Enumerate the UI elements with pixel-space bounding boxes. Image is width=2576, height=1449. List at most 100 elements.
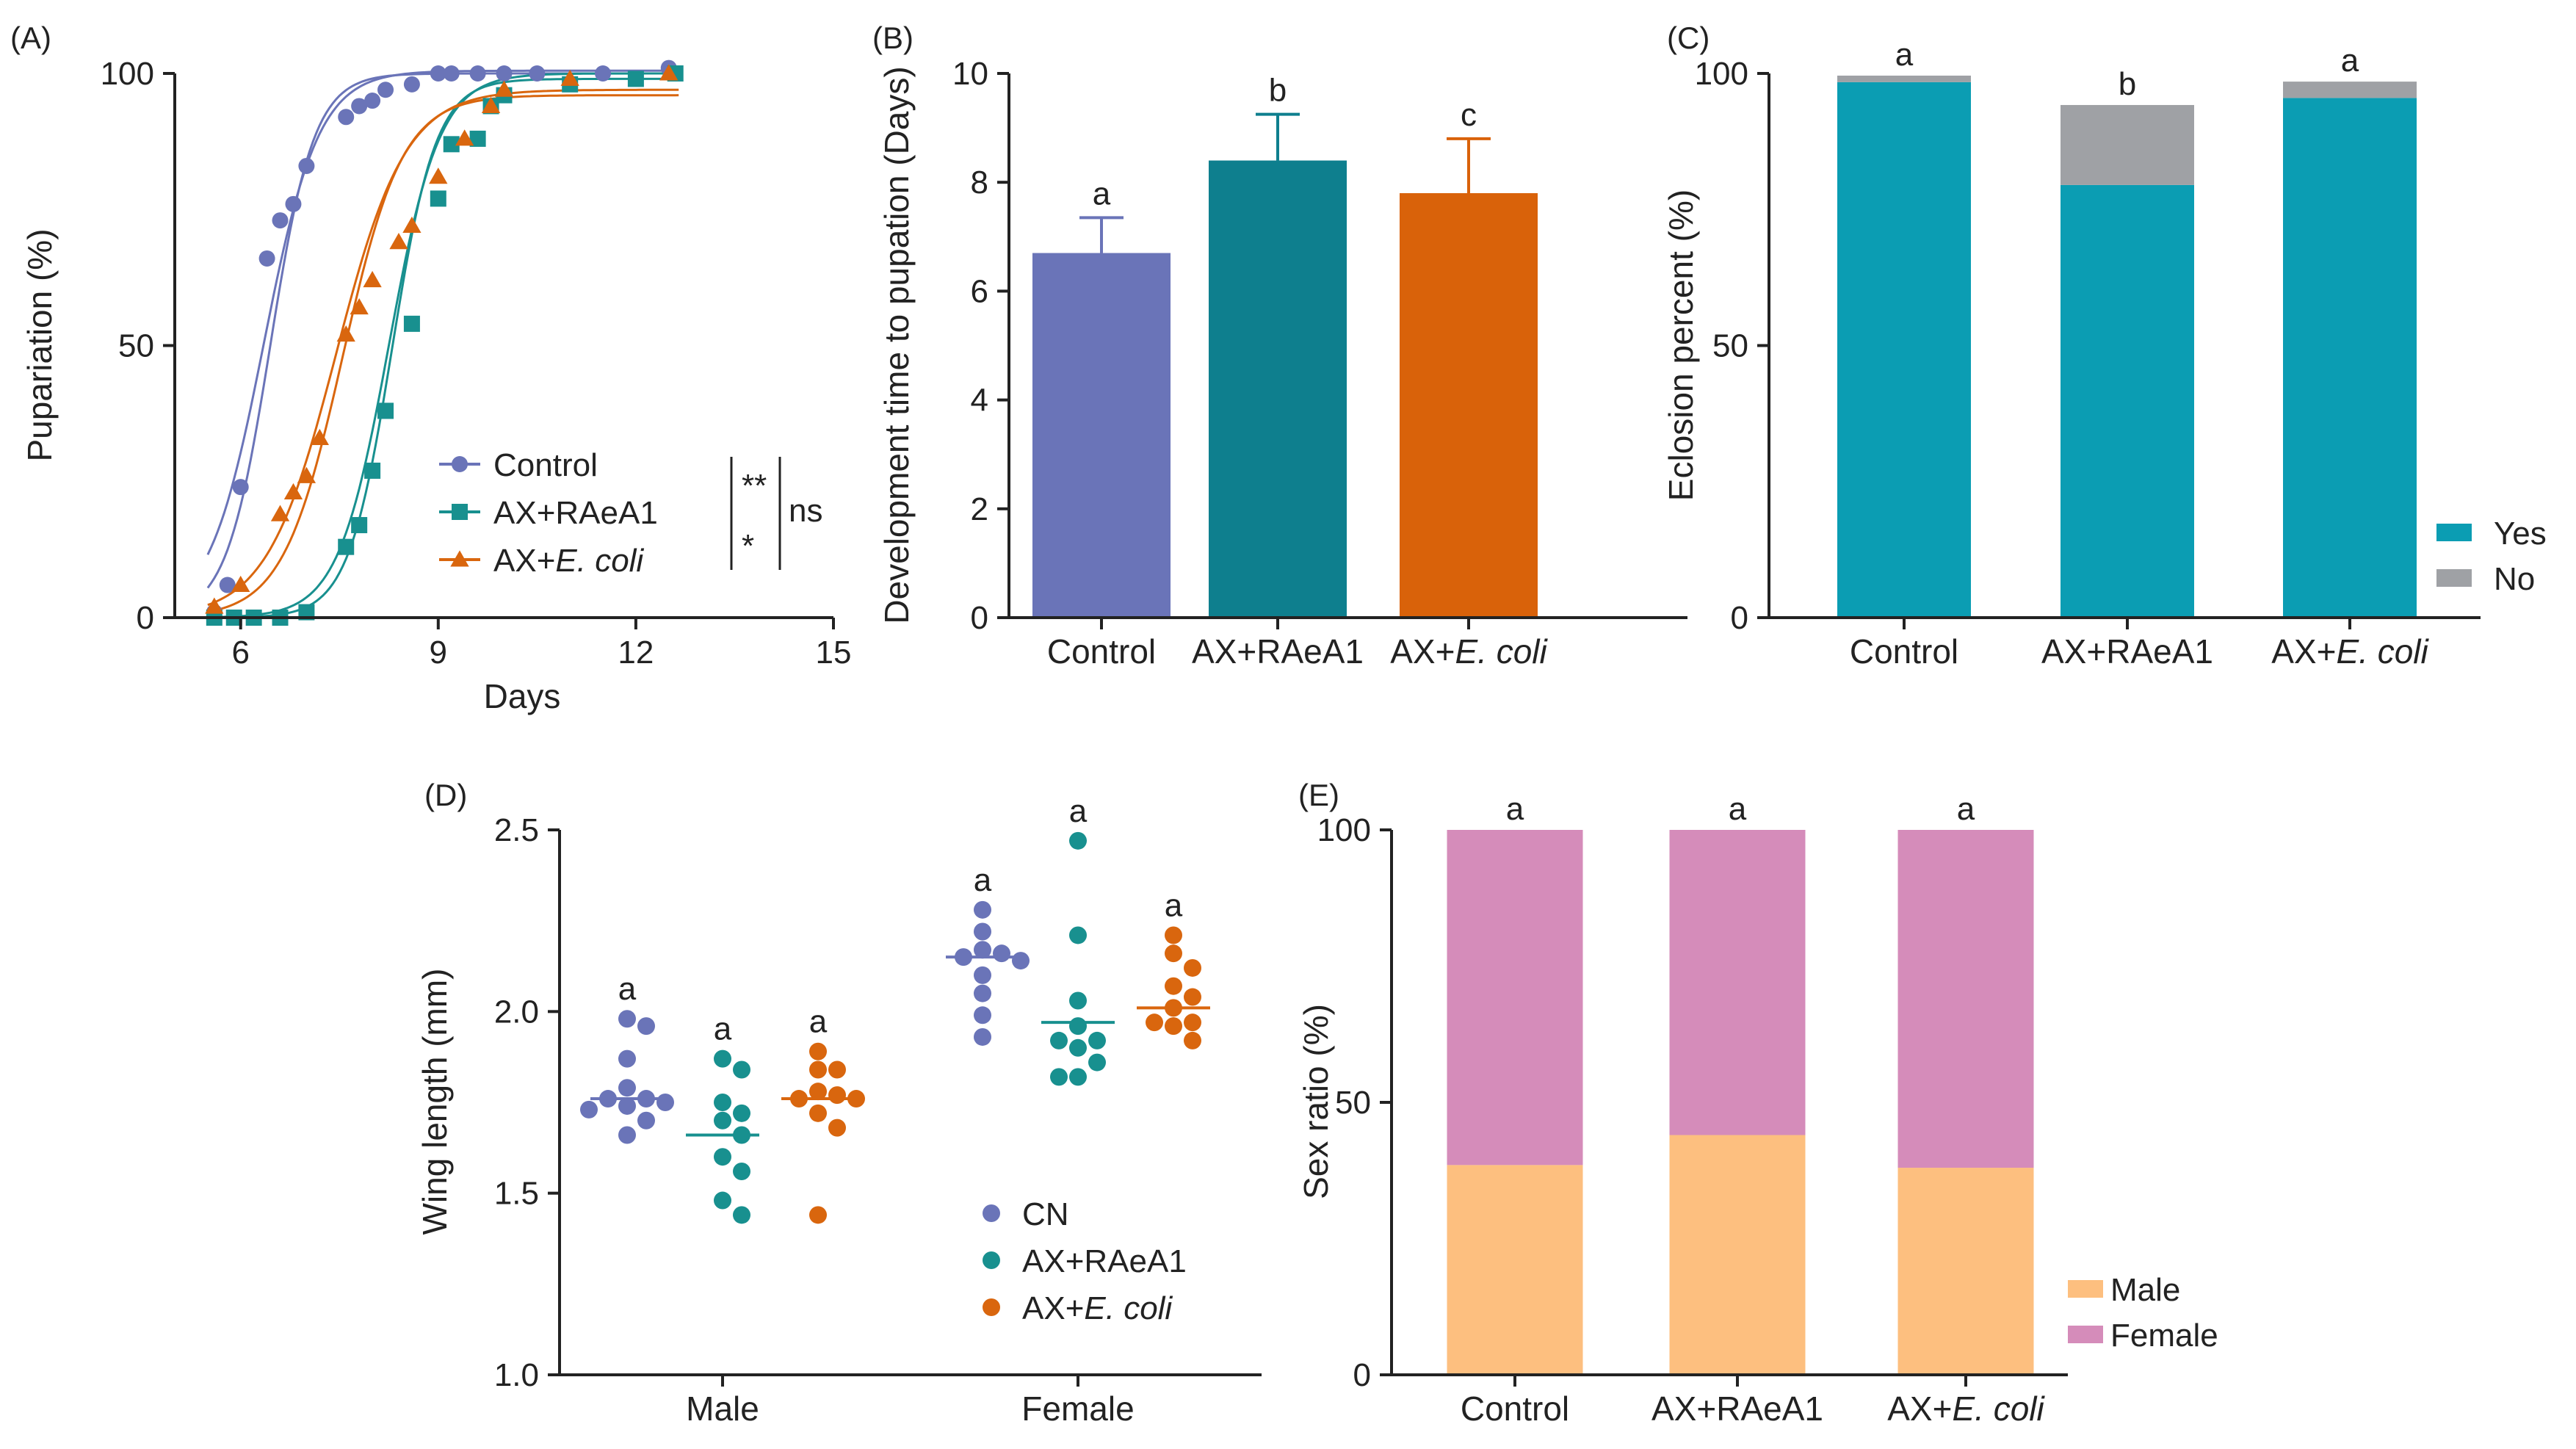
data-point-ax-e-coli-male xyxy=(809,1060,827,1079)
legend-label-control: Control xyxy=(493,447,598,483)
data-point-control xyxy=(364,93,381,109)
category-label-ax-e-coli: AX+E. coli xyxy=(1390,632,1548,671)
significance-letter-ax-raea1: b xyxy=(2119,66,2136,102)
category-label-ax-e-coli: AX+E. coli xyxy=(2271,632,2429,671)
legend-label-ax-raea1: AX+RAeA1 xyxy=(493,495,658,531)
bar-segment-no-ax-raea1 xyxy=(2061,104,2194,185)
data-point-control xyxy=(529,65,546,82)
data-point-control xyxy=(338,109,355,126)
panel-a-x-tick-label: 15 xyxy=(816,635,852,671)
data-point-cn-male xyxy=(618,1010,636,1028)
data-point-control xyxy=(496,65,513,82)
data-point-cn-male xyxy=(618,1049,636,1068)
category-label-ax-raea1: AX+RAeA1 xyxy=(1651,1390,1823,1428)
panel-a-y-tick-label: 50 xyxy=(118,328,154,364)
panel-c-y-tick-label: 0 xyxy=(1731,600,1748,636)
panel-a-ticks: 6 9 12 15 0 50 100 xyxy=(101,56,852,671)
data-point-ax-e-coli xyxy=(402,216,422,233)
panel-e-legend: Male Female xyxy=(2068,1272,2218,1354)
data-point-ax-e-coli-male xyxy=(809,1083,827,1101)
legend-swatch-no xyxy=(2436,569,2472,587)
data-point-ax-e-coli-female xyxy=(1165,926,1182,944)
panel-b-ticks: 0 2 4 6 8 10 Control AX+RAeA1 AX+E. coli xyxy=(952,56,1548,671)
panel-c-ticks: 0 50 100 Control AX+RAeA1 AX+E. coli xyxy=(1695,56,2430,671)
legend-label-ax-raea1: AX+RAeA1 xyxy=(1022,1243,1187,1279)
significance-letter-ax-e-coli-male: a xyxy=(809,1004,828,1040)
data-point-control xyxy=(219,577,236,593)
panel-label-e: (E) xyxy=(1298,778,1339,812)
data-point-ax-raea1-female xyxy=(1050,1068,1068,1086)
legend-label-ax-e-coli: AX+E. coli xyxy=(493,543,644,579)
legend-label-yes: Yes xyxy=(2494,516,2547,552)
data-point-control xyxy=(469,65,486,82)
data-point-ax-e-coli xyxy=(270,505,290,521)
significance-letter-control: a xyxy=(1506,791,1524,827)
data-point-ax-e-coli xyxy=(389,233,408,250)
data-point-ax-raea1-female xyxy=(1069,926,1087,944)
panel-label-c: (C) xyxy=(1667,21,1710,55)
data-point-ax-raea1-female xyxy=(1069,1017,1087,1036)
data-point-ax-e-coli-female xyxy=(1165,1017,1182,1036)
legend-swatch-male xyxy=(2068,1280,2103,1298)
data-point-ax-raea1-male xyxy=(714,1148,731,1166)
data-point-ax-raea1-male xyxy=(714,1094,731,1111)
data-point-cn-female xyxy=(974,1027,991,1046)
data-point-control xyxy=(377,82,394,98)
panel-d-y-tick-label: 2.0 xyxy=(494,994,539,1030)
significance-letter-ax-e-coli-female: a xyxy=(1165,887,1183,923)
data-point-ax-e-coli-male xyxy=(809,1206,827,1224)
panel-e-y-tick-label: 50 xyxy=(1335,1085,1371,1121)
data-point-ax-e-coli xyxy=(659,64,679,81)
panel-e-y-label: Sex ratio (%) xyxy=(1297,1004,1335,1199)
data-point-ax-e-coli xyxy=(283,483,303,500)
bar-segment-no-control xyxy=(1837,75,1971,82)
panel-label-a: (A) xyxy=(10,21,51,55)
data-point-ax-e-coli xyxy=(205,597,224,614)
panel-c-y-label: Eclosion percent (%) xyxy=(1662,189,1700,501)
bar-ax-e-coli xyxy=(1400,193,1538,618)
data-point-ax-e-coli-female xyxy=(1184,988,1201,1006)
data-point-control xyxy=(298,157,315,174)
data-point-ax-raea1 xyxy=(443,136,460,153)
data-point-ax-e-coli xyxy=(429,167,448,184)
data-point-ax-e-coli xyxy=(231,575,250,593)
panel-d-wing-length-chart: (D) a a a a a a 1.0 1.5 2.0 2.5 Male Female Wing l… xyxy=(416,778,1262,1428)
data-point-ax-raea1-male xyxy=(733,1162,750,1180)
panel-d-y-tick-label: 1.0 xyxy=(494,1357,539,1393)
panel-b-y-label: Development time to pupation (Days) xyxy=(878,66,916,624)
bar-segment-yes-ax-raea1 xyxy=(2061,184,2194,618)
data-point-ax-raea1-female xyxy=(1069,1038,1087,1057)
data-point-ax-e-coli-female xyxy=(1184,1031,1201,1049)
data-point-control xyxy=(285,195,302,212)
data-point-cn-male xyxy=(637,1017,655,1036)
data-point-cn-female xyxy=(993,944,1010,963)
panel-b-y-tick-label: 2 xyxy=(971,491,988,527)
legend-swatch-female xyxy=(2068,1326,2103,1343)
data-point-cn-male xyxy=(656,1094,674,1111)
legend-label-male: Male xyxy=(2110,1272,2180,1308)
legend-label-cn: CN xyxy=(1022,1196,1069,1232)
panel-a-x-tick-label: 12 xyxy=(618,635,654,671)
data-point-ax-e-coli xyxy=(336,325,355,342)
panel-b-y-tick-label: 4 xyxy=(971,383,988,419)
data-point-ax-e-coli-female xyxy=(1146,1013,1163,1032)
panel-a-x-tick-label: 9 xyxy=(430,635,447,671)
bar-ax-raea1 xyxy=(1209,160,1347,618)
panel-a-pupariation-chart: (A) 6 9 12 15 0 50 100 Days Pupariation (%) Co… xyxy=(10,21,851,715)
panel-b-development-time-chart: (B) a b c 0 2 4 6 8 10 Control AX+RAeA1 AX+E. coli… xyxy=(872,21,1687,671)
legend-label-female: Female xyxy=(2110,1318,2218,1354)
significance-letter-cn-male: a xyxy=(618,971,637,1007)
data-point-ax-raea1-female xyxy=(1069,1068,1087,1086)
legend-label-no: No xyxy=(2494,561,2535,597)
data-point-cn-female xyxy=(974,922,991,941)
data-point-ax-raea1-male xyxy=(714,1191,731,1210)
legend-marker-cn xyxy=(983,1204,1000,1222)
data-point-ax-raea1-female xyxy=(1088,1031,1106,1049)
data-point-ax-raea1 xyxy=(469,130,486,147)
significance-letter-cn-female: a xyxy=(974,862,992,898)
group-label-female: Female xyxy=(1021,1390,1134,1428)
group-label-male: Male xyxy=(686,1390,759,1428)
